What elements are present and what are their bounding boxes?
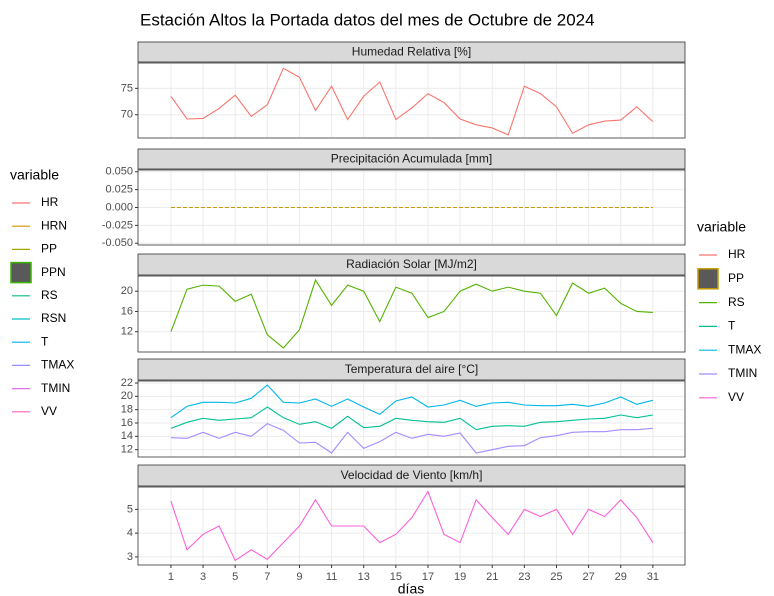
legend-label: HRN	[41, 218, 67, 232]
data-line	[170, 384, 654, 419]
y-tick-label: 5	[127, 503, 133, 515]
x-axis-title: días	[398, 581, 424, 596]
legend-label: HR	[728, 247, 746, 261]
panel	[138, 63, 685, 138]
panel-border	[137, 486, 686, 566]
legend-label: TMIN	[41, 381, 70, 395]
panel-border	[137, 275, 686, 353]
panel-border	[137, 62, 686, 139]
y-tick-label: -0.025	[102, 219, 133, 231]
strip	[137, 464, 686, 487]
strip	[137, 148, 686, 170]
strip-title: Precipitación Acumulada [mm]	[331, 152, 492, 166]
y-tick-label: -0.050	[102, 237, 133, 249]
y-tick-label: 0.050	[105, 166, 133, 178]
legend-title: variable	[10, 167, 59, 183]
x-tick-label: 11	[326, 571, 337, 583]
x-tick-label: 13	[358, 571, 370, 583]
data-line	[170, 423, 653, 454]
x-tick-label: 21	[486, 571, 498, 583]
x-tick-label: 27	[582, 571, 594, 583]
x-tick-label: 5	[232, 571, 238, 583]
legend-label: HR	[41, 195, 59, 209]
y-tick-label: 0.025	[105, 184, 133, 196]
data-line	[170, 490, 654, 562]
legend-label: PP	[41, 242, 57, 256]
x-tick-label: 7	[264, 571, 270, 583]
x-tick-label: 9	[296, 571, 302, 583]
y-tick-label: 20	[121, 390, 133, 402]
y-tick-label: 16	[121, 305, 133, 317]
y-tick-label: 0.000	[105, 201, 133, 213]
legend-label: TMAX	[728, 342, 761, 356]
legend-label: RS	[728, 295, 745, 309]
y-tick-label: 16	[121, 417, 133, 429]
panel	[138, 487, 685, 565]
x-tick-label: 19	[454, 571, 466, 583]
panel-border	[137, 169, 686, 246]
y-tick-label: 12	[121, 326, 133, 338]
chart-title: Estación Altos la Portada datos del mes …	[140, 10, 595, 29]
y-tick-label: 22	[121, 377, 133, 389]
legend-label: VV	[728, 390, 744, 404]
x-tick-label: 29	[615, 571, 627, 583]
strip	[137, 358, 686, 381]
y-tick-label: 75	[121, 82, 133, 94]
y-tick-label: 12	[121, 444, 133, 456]
y-tick-label: 14	[121, 430, 133, 442]
y-tick-label: 18	[121, 404, 133, 416]
strip-title: Velocidad de Viento [km/h]	[341, 468, 483, 482]
legend-title: variable	[697, 219, 746, 235]
strip-title: Radiación Solar [MJ/m2]	[346, 257, 477, 271]
panel	[138, 276, 685, 352]
legend-key	[697, 268, 719, 290]
strip	[137, 253, 686, 276]
strip-title: Humedad Relativa [%]	[352, 45, 471, 59]
legend-key	[10, 261, 32, 284]
x-tick-label: 1	[168, 571, 174, 583]
x-tick-label: 15	[390, 571, 402, 583]
legend-label: VV	[41, 404, 57, 418]
legend-label: PP	[728, 271, 744, 285]
x-tick-label: 31	[647, 571, 659, 583]
y-tick-label: 4	[127, 527, 133, 539]
legend-label: TMIN	[728, 366, 757, 380]
x-tick-label: 25	[550, 571, 562, 583]
x-tick-label: 17	[422, 571, 434, 583]
legend-label: RS	[41, 288, 58, 302]
data-line	[170, 278, 653, 349]
legend-label: T	[41, 334, 49, 348]
panel	[138, 381, 685, 457]
panel-border	[137, 380, 686, 458]
data-line	[170, 67, 654, 136]
legend-label: T	[728, 319, 736, 333]
y-tick-label: 20	[121, 285, 133, 297]
y-tick-label: 70	[121, 109, 133, 121]
legend-label: RSN	[41, 311, 66, 325]
legend-label: TMAX	[41, 358, 74, 372]
x-tick-label: 23	[518, 571, 530, 583]
y-tick-label: 3	[127, 551, 133, 563]
strip-title: Temperatura del aire [°C]	[345, 362, 479, 376]
data-line	[170, 406, 653, 431]
x-tick-label: 3	[200, 571, 206, 583]
legend-label: PPN	[41, 265, 66, 279]
strip	[137, 41, 686, 63]
